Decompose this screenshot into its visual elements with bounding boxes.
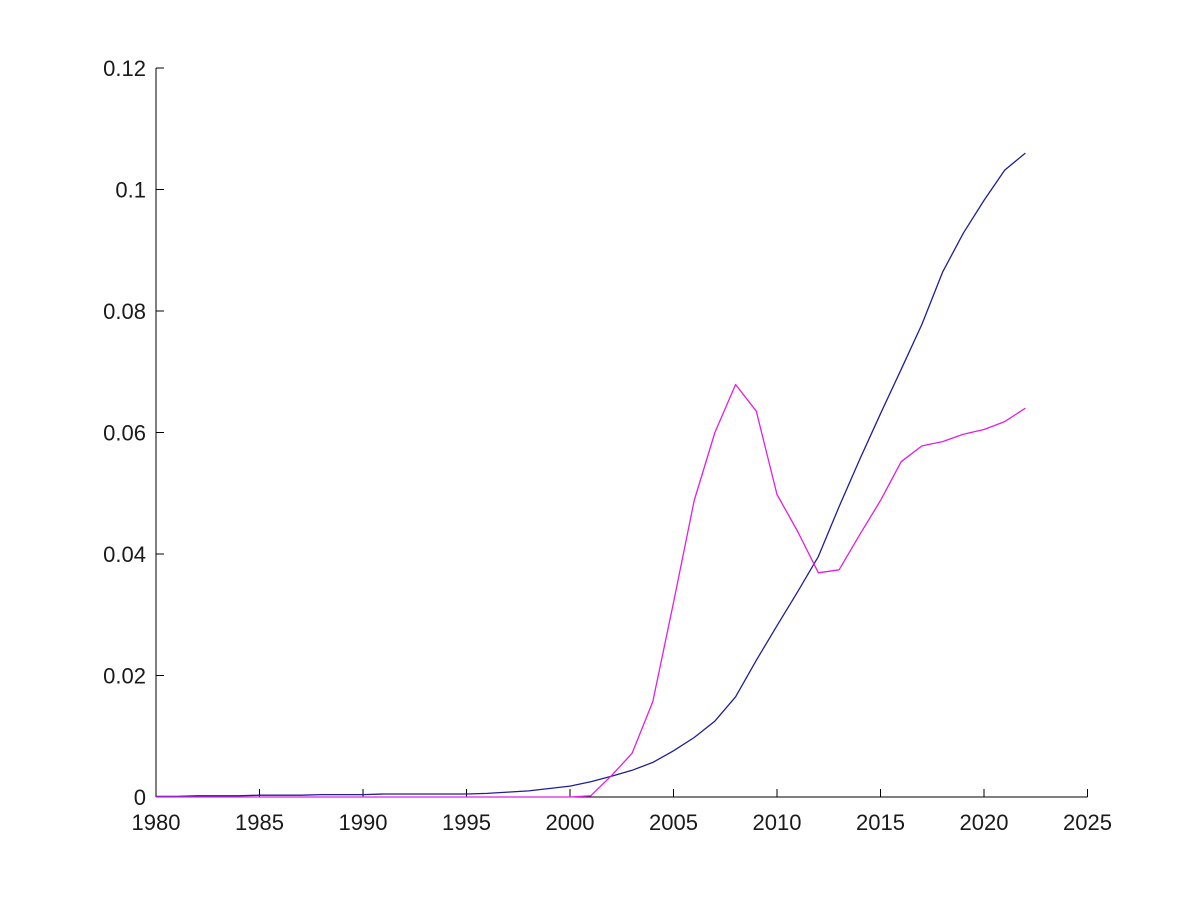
x-tick-label: 1985 <box>235 810 284 835</box>
y-tick-label: 0.12 <box>103 56 146 81</box>
y-tick-label: 0.04 <box>103 542 146 567</box>
x-tick-label: 2005 <box>649 810 698 835</box>
x-tick-label: 2010 <box>753 810 802 835</box>
x-tick-label: 1980 <box>132 810 181 835</box>
blue-smooth-growth-series-line <box>156 152 1026 798</box>
x-tick-label: 2000 <box>546 810 595 835</box>
x-tick-label: 1995 <box>442 810 491 835</box>
y-tick-label: 0.02 <box>103 664 146 689</box>
y-tick-label: 0 <box>134 785 146 810</box>
y-tick-label: 0.06 <box>103 421 146 446</box>
x-tick-label: 2015 <box>856 810 905 835</box>
x-tick-label: 2025 <box>1063 810 1112 835</box>
y-tick-label: 0.08 <box>103 299 146 324</box>
x-tick-label: 2020 <box>960 810 1009 835</box>
y-tick-label: 0.1 <box>115 178 146 203</box>
magenta-peak-dip-series-line <box>156 383 1026 798</box>
x-tick-label: 1990 <box>339 810 388 835</box>
